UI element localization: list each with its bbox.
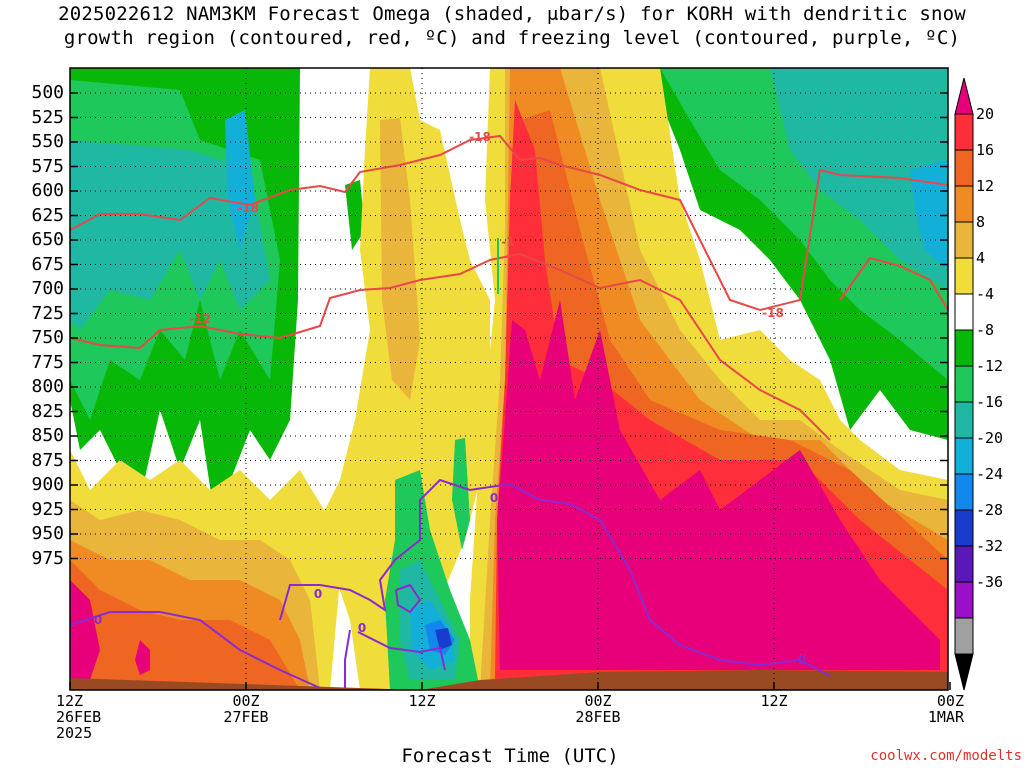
colorbar-swatch: [954, 437, 974, 475]
y-tick-label: 750: [31, 327, 64, 348]
colorbar-swatch: [954, 365, 974, 403]
contour-label: -18: [237, 201, 259, 215]
colorbar-label: 8: [976, 213, 986, 231]
colorbar-swatch: [954, 113, 974, 151]
colorbar-label: -8: [976, 321, 995, 339]
colorbar-label: -16: [976, 393, 1004, 411]
y-tick-label: 525: [31, 106, 64, 128]
credit-link[interactable]: coolwx.com/modelts: [870, 748, 1022, 764]
colorbar-label: -12: [976, 357, 1004, 375]
x-tick-label: 12Z: [408, 692, 436, 710]
contour-label: 0: [798, 653, 806, 667]
colorbar: [954, 77, 974, 691]
y-tick-label: 975: [31, 547, 64, 569]
contour-zero-drop: [344, 629, 351, 688]
y-tick-label: 550: [31, 131, 64, 152]
colorbar-label: -28: [976, 501, 1004, 519]
ground: [70, 670, 948, 690]
colorbar-label: -4: [976, 285, 995, 303]
shade-magenta-main: [497, 300, 940, 670]
y-tick-label: 825: [31, 400, 64, 422]
y-tick-label: 875: [31, 449, 64, 471]
shade-teal-left: [70, 140, 270, 330]
contour-label: -12: [189, 312, 211, 326]
contour-label: 0: [314, 587, 322, 601]
colorbar-label: 20: [976, 105, 995, 123]
gridlines: [70, 68, 948, 690]
x-tick-label: 12Z: [760, 692, 788, 710]
colorbar-swatch: [954, 293, 974, 331]
colorbar-label: -24: [976, 465, 1004, 483]
contour-label: -18: [469, 130, 491, 144]
contour-minus18: [69, 134, 949, 312]
contour-label: -1: [501, 235, 514, 249]
shade-gold-col1: [380, 118, 420, 400]
y-tick-label: 900: [31, 474, 64, 495]
colorbar-swatch: [954, 221, 974, 259]
plot-area: -18 -18 -18 -12 -1 0 0 0 0 0: [69, 67, 974, 691]
colorbar-swatch: [954, 617, 974, 655]
shade-magenta-small: [135, 640, 150, 675]
colorbar-arrow-bottom: [954, 653, 974, 691]
y-tick-label: 600: [31, 180, 64, 201]
colorbar-label: 12: [976, 177, 995, 195]
omega-shading: [70, 68, 948, 690]
colorbar-swatch: [954, 401, 974, 439]
contour-label: 0: [490, 491, 498, 505]
shade-dblue-blob: [435, 628, 452, 650]
contour-zero-loop: [395, 583, 422, 614]
y-tick-label: 500: [31, 82, 64, 103]
colorbar-label: -32: [976, 537, 1004, 555]
title-line-2: growth region (contoured, red, ºC) and f…: [63, 27, 961, 49]
colorbar-swatch: [954, 509, 974, 547]
shade-lgreen-strip: [452, 438, 470, 550]
y-tick-label: 850: [31, 425, 64, 446]
contour-minus12-right: [839, 256, 949, 311]
contour-minus12: [69, 252, 831, 441]
shade-dorange-left: [70, 560, 300, 690]
contour-zero-low: [357, 631, 446, 671]
contour-zero-left: [69, 611, 321, 689]
x-tick-label: 12Z 26FEB 2025: [56, 692, 102, 742]
shade-cyan-right: [910, 160, 948, 270]
y-tick-label: 625: [31, 204, 64, 226]
title-line-1: 2025022612 NAM3KM Forecast Omega (shaded…: [58, 3, 966, 25]
colorbar-label: 4: [976, 249, 986, 267]
shade-teal-right: [770, 68, 948, 290]
chart-title: 2025022612 NAM3KM Forecast Omega (shaded…: [0, 2, 1024, 50]
colorbar-label: -36: [976, 573, 1004, 591]
x-tick-label: 00Z 27FEB: [223, 692, 269, 726]
x-tick-label: 00Z 1MAR: [927, 692, 964, 726]
colorbar-swatch: [954, 473, 974, 511]
shade-magenta-left: [70, 580, 100, 680]
shade-cyan-left: [225, 110, 255, 250]
plot-frame: [69, 67, 949, 691]
contour-label: 0: [94, 613, 102, 627]
colorbar-swatch: [954, 185, 974, 223]
colorbar-swatch: [954, 329, 974, 367]
colorbar-swatch: [954, 149, 974, 187]
colorbar-label: 16: [976, 141, 995, 159]
y-tick-label: 650: [31, 229, 64, 250]
y-tick-label: 575: [31, 155, 64, 177]
x-axis-title: Forecast Time (UTC): [401, 745, 619, 767]
contour-label: 0: [358, 621, 366, 635]
y-tick-label: 725: [31, 302, 64, 324]
y-tick-label: 950: [31, 523, 64, 544]
contour-label: -18: [762, 306, 784, 320]
y-tick-label: 925: [31, 498, 64, 520]
contour-zero-main: [279, 478, 831, 677]
y-tick-label: 775: [31, 351, 64, 373]
colorbar-label: -20: [976, 429, 1004, 447]
colorbar-swatch: [954, 581, 974, 619]
colorbar-arrow-top: [954, 77, 974, 115]
y-tick-label: 700: [31, 278, 64, 299]
y-tick-label: 675: [31, 253, 64, 275]
y-tick-label: 800: [31, 376, 64, 397]
contours: -18 -18 -18 -12 -1 0 0 0 0 0: [69, 130, 949, 689]
colorbar-swatch: [954, 257, 974, 295]
colorbar-swatch: [954, 545, 974, 583]
x-tick-label: 00Z 28FEB: [575, 692, 621, 726]
